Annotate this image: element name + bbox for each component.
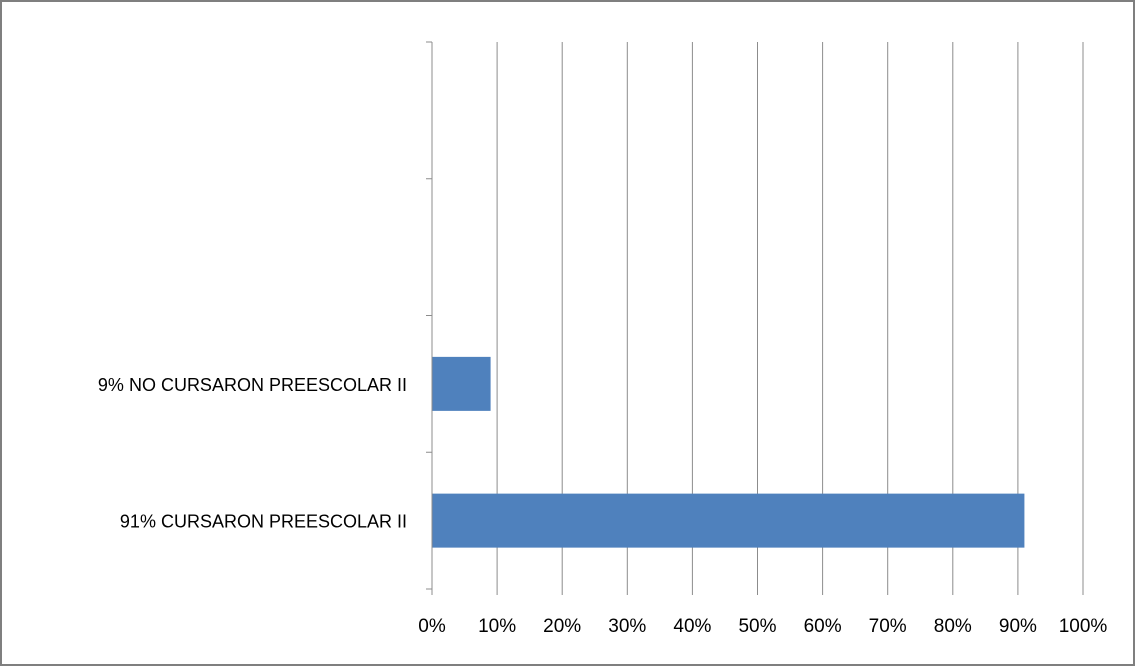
bar-2	[432, 493, 1025, 548]
grid-layer	[496, 42, 1084, 589]
x-tick-label: 30%	[608, 616, 646, 637]
bar-layer	[432, 356, 1025, 548]
x-tick-label: 60%	[804, 616, 842, 637]
x-tick-label: 80%	[934, 616, 972, 637]
x-tick-label: 0%	[418, 616, 446, 637]
x-tick-label: 90%	[999, 616, 1037, 637]
x-tick-label: 70%	[869, 616, 907, 637]
axis-layer	[426, 41, 1084, 595]
x-tick-label: 100%	[1059, 616, 1108, 637]
x-tick-label: 20%	[543, 616, 581, 637]
bar-1	[432, 356, 491, 411]
category-label: 9% NO CURSARON PREESCOLAR II	[98, 375, 407, 395]
x-tick-label: 10%	[478, 616, 516, 637]
label-layer: 0% 10% 20% 30% 40% 50% 60% 70% 80% 90% 100% 9% NO C…	[98, 375, 1107, 637]
x-tick-label: 50%	[738, 616, 776, 637]
x-tick-label: 40%	[673, 616, 711, 637]
category-label: 91% CURSARON PREESCOLAR II	[120, 512, 407, 532]
